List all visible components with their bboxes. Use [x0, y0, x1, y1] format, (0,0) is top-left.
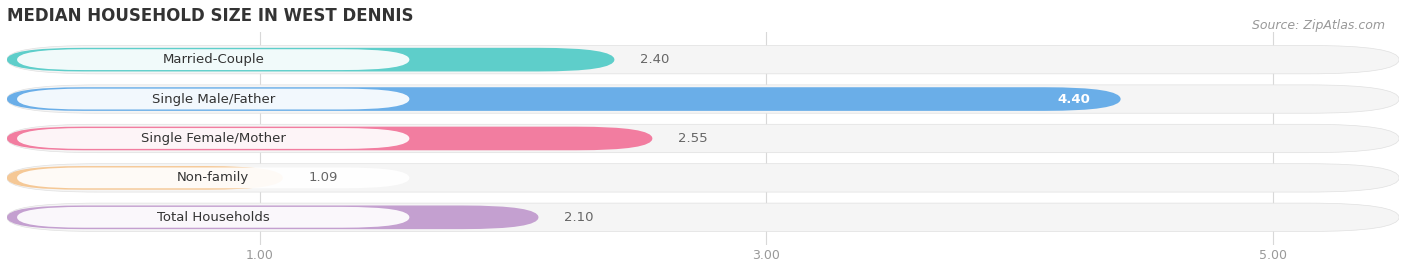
- Text: Single Male/Father: Single Male/Father: [152, 93, 274, 105]
- Text: 4.40: 4.40: [1057, 93, 1090, 105]
- Text: 2.55: 2.55: [678, 132, 707, 145]
- Text: Married-Couple: Married-Couple: [162, 53, 264, 66]
- FancyBboxPatch shape: [7, 166, 283, 190]
- Text: MEDIAN HOUSEHOLD SIZE IN WEST DENNIS: MEDIAN HOUSEHOLD SIZE IN WEST DENNIS: [7, 7, 413, 25]
- FancyBboxPatch shape: [17, 89, 409, 109]
- Text: 1.09: 1.09: [308, 171, 337, 184]
- Text: Total Households: Total Households: [157, 211, 270, 224]
- Text: Single Female/Mother: Single Female/Mother: [141, 132, 285, 145]
- FancyBboxPatch shape: [17, 49, 409, 70]
- FancyBboxPatch shape: [7, 85, 1399, 113]
- FancyBboxPatch shape: [7, 45, 1399, 74]
- FancyBboxPatch shape: [7, 206, 538, 229]
- Text: 2.10: 2.10: [564, 211, 593, 224]
- FancyBboxPatch shape: [7, 48, 614, 72]
- FancyBboxPatch shape: [17, 128, 409, 149]
- FancyBboxPatch shape: [7, 124, 1399, 153]
- Text: 2.40: 2.40: [640, 53, 669, 66]
- FancyBboxPatch shape: [17, 207, 409, 228]
- Text: Source: ZipAtlas.com: Source: ZipAtlas.com: [1251, 19, 1385, 32]
- FancyBboxPatch shape: [7, 127, 652, 150]
- FancyBboxPatch shape: [7, 203, 1399, 232]
- Text: Non-family: Non-family: [177, 171, 249, 184]
- FancyBboxPatch shape: [17, 168, 409, 188]
- FancyBboxPatch shape: [7, 87, 1121, 111]
- FancyBboxPatch shape: [7, 164, 1399, 192]
